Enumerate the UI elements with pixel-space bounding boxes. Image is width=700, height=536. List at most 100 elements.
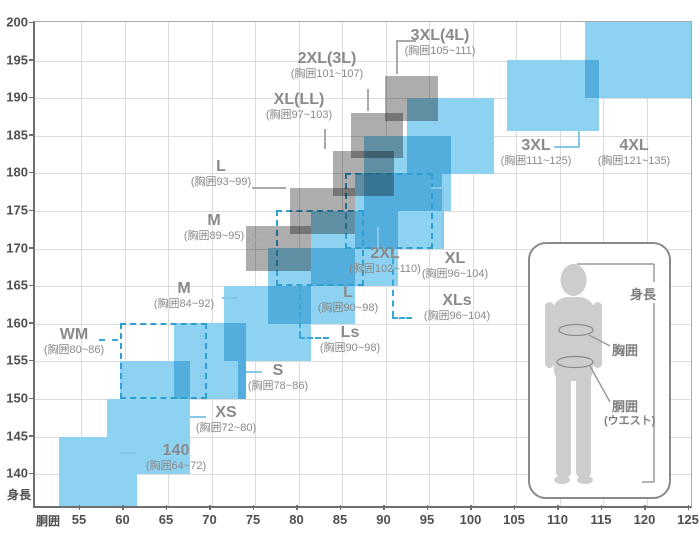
label-XL-short-chest-range: (胸囲96~104) [421,267,489,280]
y-axis-title: 身長 [7,488,32,502]
y-axis-tick-mark [29,59,33,61]
gridline-horizontal [35,436,691,438]
label-L-tall-chest-range: (胸囲93~99) [190,175,252,188]
gridline-vertical [429,22,430,506]
x-axis-tick-label: 55 [71,512,87,527]
x-axis-tick-label: 85 [332,512,348,527]
label-4XL-chest-range: (胸囲121~135) [597,154,671,167]
x-axis-tick-mark [383,505,385,510]
size-region-overlap-9 [585,60,599,98]
y-axis-tick-label: 150 [6,390,28,406]
y-axis-tick-mark [29,359,33,362]
x-axis-tick-mark [600,505,602,510]
x-axis-tick-mark [252,505,254,510]
label-2XL-chest-range: (胸囲102~110) [349,262,421,275]
y-axis-tick-label: 200 [6,14,28,30]
size-region-overlap-5 [311,248,355,286]
x-axis-tick-label: 90 [376,512,391,527]
size-region-overlap-4 [268,286,311,324]
label-XLs-name: XLs [442,292,472,309]
x-axis-title: 胴囲 [36,514,61,528]
y-axis-tick-mark [29,322,33,324]
y-axis-tick-label: 180 [6,164,28,180]
y-axis-tick-mark [29,397,33,399]
size-region-size-XS [107,399,190,474]
y-axis-tick-label: 155 [6,352,28,368]
label-Ls: Ls (胸囲90~98) [320,324,380,354]
x-axis-tick-label: 115 [590,512,612,527]
label-2XL-3L-chest-range: (胸囲101~107) [290,67,364,80]
callout-S [246,371,262,373]
callout-XL-short-v [442,187,444,249]
size-region-size-4XL [585,22,691,98]
x-axis-tick-label: 60 [115,512,130,527]
label-M: M (胸囲84~92) [153,280,215,310]
label-Ls-name: Ls [340,324,360,341]
x-axis-tick-mark [644,505,646,510]
label-S-name: S [272,362,284,379]
callout-Ls-v [299,285,301,337]
x-axis-tick-label: 75 [245,512,261,527]
gridline-horizontal [35,60,691,62]
callout-140 [120,452,136,454]
label-XS-chest-range: (胸囲72~80) [195,421,257,434]
x-axis-tick-mark [339,505,341,510]
label-XLs: XLs (胸囲96~104) [423,292,491,322]
label-S-chest-range: (胸囲78~86) [247,379,309,392]
y-axis-tick-label: 140 [6,465,28,481]
size-region-overlap-3 [224,323,246,361]
size-region-overlap-1 [174,361,190,399]
gridline-horizontal [35,399,691,400]
inset-waist-label: 胴囲 [612,399,639,414]
y-axis-tick-mark [29,134,33,136]
callout-M [222,297,238,299]
waist-ellipse [556,355,594,369]
label-M-name: M [177,280,191,297]
y-axis-tick-label: 160 [6,315,28,331]
human-silhouette-icon [545,264,602,484]
x-axis-tick-label: 70 [202,512,217,527]
label-XS: XS (胸囲72~80) [195,404,257,434]
label-3XL-name: 3XL [521,137,551,154]
y-axis-tick-mark [29,96,33,99]
label-3XL-4L: 3XL(4L) (胸囲105~111) [404,27,476,57]
gridline-vertical [211,22,213,506]
label-140-chest-range: (胸囲64~72) [145,459,207,472]
callout-XLs-h [392,317,412,319]
label-XLs-chest-range: (胸囲96~104) [423,309,491,322]
x-axis-tick-mark [557,505,559,510]
gridline-vertical [81,22,82,506]
size-region-overlap-2 [238,361,246,399]
y-axis-tick-mark [29,247,33,249]
label-XL-LL-chest-range: (胸囲97~103) [265,108,333,121]
x-axis-tick-mark [687,505,689,510]
y-axis-tick-mark [29,21,33,23]
x-axis-tick-label: 65 [158,512,174,527]
label-M-chest-range: (胸囲84~92) [153,297,215,310]
x-axis-tick-label: 100 [459,512,482,527]
callout-XL-short-h [431,187,444,189]
label-3XL-4L-chest-range: (胸囲105~111) [404,44,476,57]
label-M-tall-chest-range: (胸囲89~95) [183,229,245,242]
label-XL-LL: XL(LL) (胸囲97~103) [265,91,333,121]
callout-2XL-3L [367,89,369,111]
y-axis-tick-label: 165 [6,277,28,293]
inset-chest-label: 胸囲 [612,343,639,358]
chest-ellipse [558,323,594,337]
label-XL-LL-name: XL(LL) [273,91,325,108]
callout-2XL-v [377,227,379,251]
inset-waist-sub-label: (ウエスト) [604,415,656,427]
gridline-horizontal [35,323,691,325]
label-M-tall: M (胸囲89~95) [183,212,245,242]
y-axis-tick-label: 145 [6,428,28,444]
gridline-vertical [168,22,169,506]
x-axis-tick-mark [78,505,80,510]
x-axis-tick-label: 105 [503,512,525,527]
callout-3XL-h [554,146,580,148]
inset-height-label: 身長 [628,284,659,303]
x-axis-tick-label: 80 [289,512,304,527]
callout-3XL-v [578,131,580,148]
x-axis-tick-mark [513,505,515,510]
label-L-short-chest-range: (胸囲90~98) [317,301,379,314]
